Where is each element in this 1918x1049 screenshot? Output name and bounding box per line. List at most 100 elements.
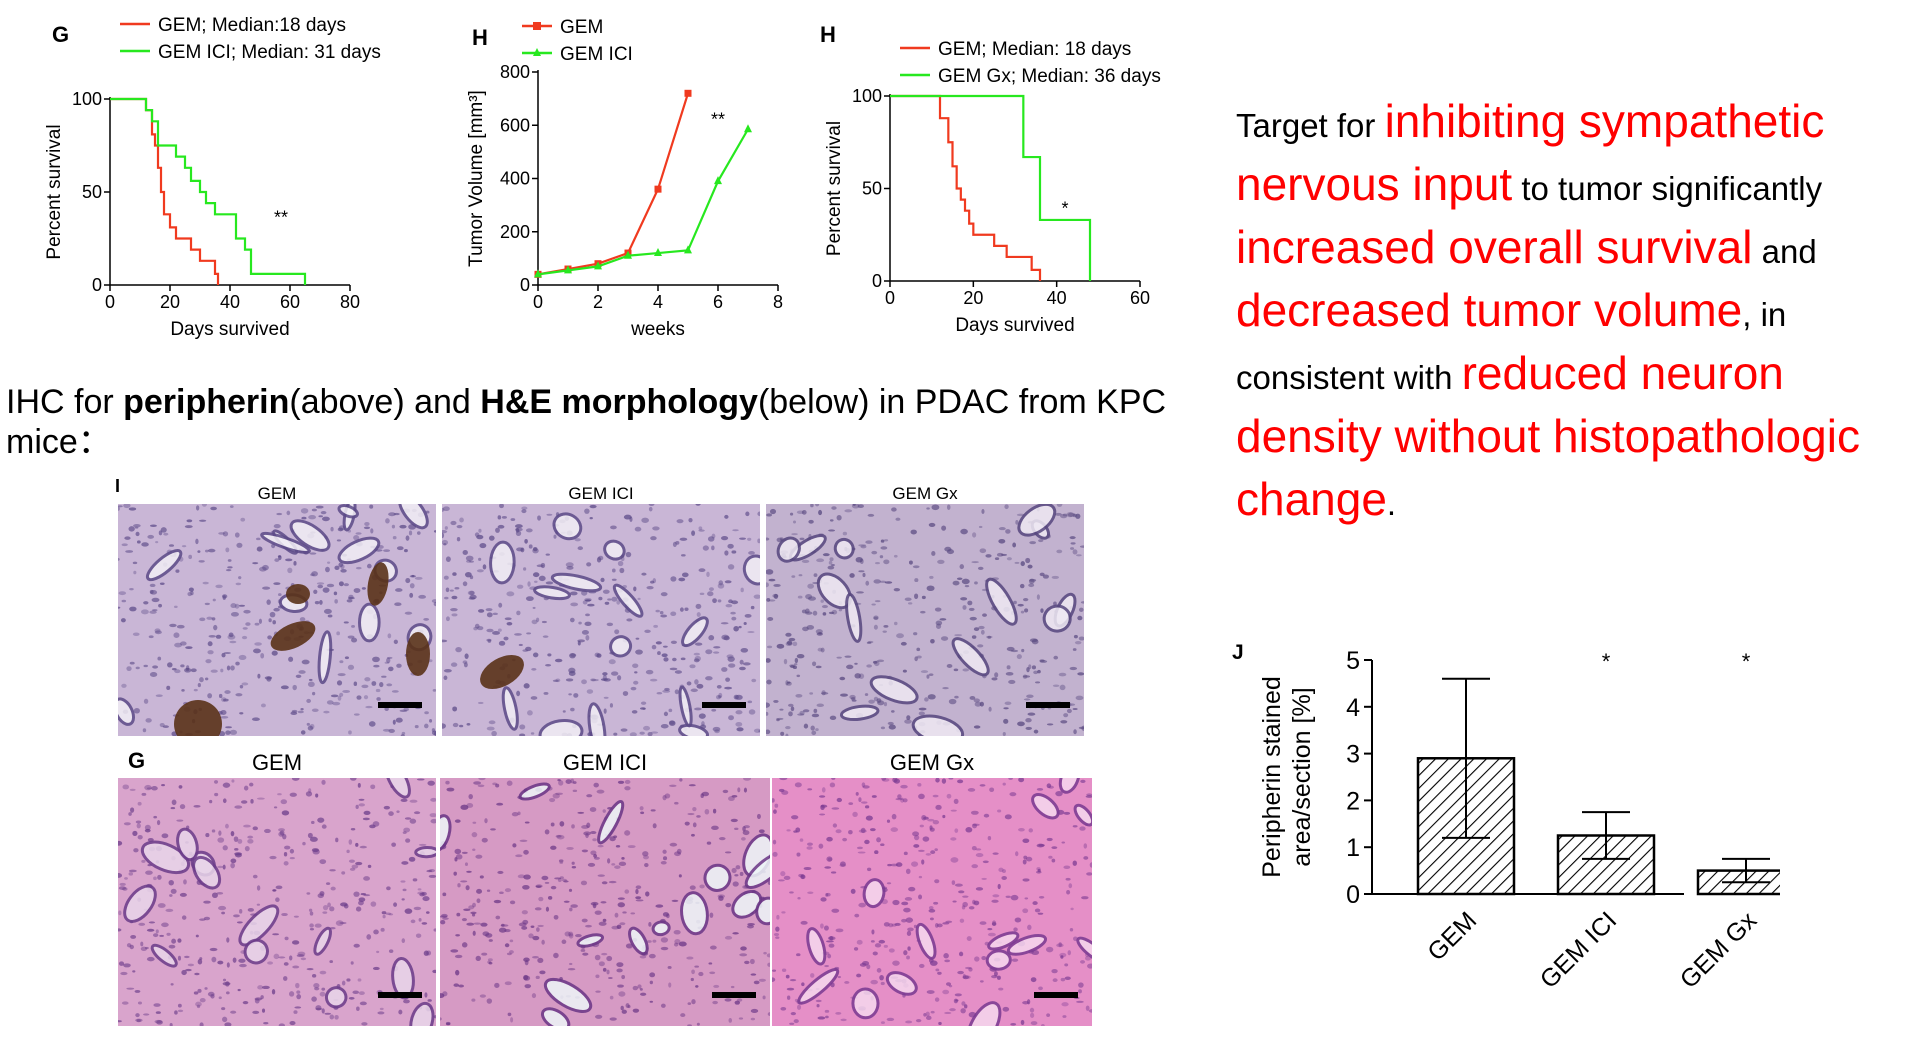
nucleus — [400, 734, 405, 736]
nucleus — [920, 610, 926, 614]
nucleus — [957, 970, 964, 975]
nucleus — [227, 559, 232, 562]
nucleus — [477, 626, 484, 631]
nucleus — [473, 922, 481, 925]
nucleus — [872, 660, 878, 664]
panel-letter: G — [52, 22, 69, 47]
nucleus — [218, 830, 222, 836]
nucleus — [724, 851, 732, 854]
nucleus — [168, 944, 176, 949]
gland — [797, 968, 840, 1005]
nucleus — [546, 513, 553, 516]
gland — [337, 536, 381, 565]
nucleus — [868, 699, 875, 704]
nucleus — [687, 1024, 692, 1026]
nucleus — [530, 732, 535, 735]
nucleus — [877, 659, 885, 663]
nucleus — [561, 939, 567, 945]
nucleus — [799, 838, 804, 842]
nucleus — [347, 664, 355, 670]
nucleus — [769, 508, 777, 515]
nucleus — [359, 845, 367, 849]
nucleus — [490, 828, 496, 831]
nucleus — [211, 829, 216, 833]
nucleus — [996, 552, 1004, 557]
nucleus — [809, 692, 814, 695]
nucleus — [504, 943, 510, 948]
nucleus — [181, 969, 187, 976]
gland — [409, 1001, 435, 1026]
nucleus — [481, 837, 488, 843]
nucleus — [766, 597, 771, 602]
nucleus — [367, 864, 372, 868]
nucleus — [355, 804, 359, 810]
nucleus — [724, 514, 729, 519]
nucleus — [544, 881, 550, 884]
nucleus — [830, 871, 837, 874]
nucleus — [241, 635, 248, 640]
nucleus — [810, 725, 815, 731]
nucleus — [478, 778, 486, 781]
nucleus — [813, 708, 818, 714]
nucleus — [306, 722, 310, 726]
x-tick-label: 0 — [885, 288, 895, 308]
nucleus — [118, 591, 127, 596]
y-tick-label: 200 — [500, 222, 530, 242]
nucleus — [1079, 545, 1084, 548]
nucleus — [423, 950, 429, 956]
nucleus — [693, 652, 700, 656]
nucleus — [1030, 1021, 1038, 1026]
nucleus — [1004, 504, 1009, 510]
nucleus — [1066, 890, 1071, 895]
nucleus — [709, 912, 714, 918]
nucleus — [902, 669, 907, 673]
nucleus — [313, 983, 320, 989]
nucleus — [242, 627, 248, 630]
scale-bar — [712, 992, 756, 998]
nucleus — [905, 1020, 913, 1024]
nucleus — [1036, 787, 1044, 791]
nucleus — [223, 651, 231, 655]
nucleus — [779, 708, 784, 711]
gland — [243, 938, 269, 965]
nucleus — [477, 784, 485, 788]
nucleus — [149, 524, 157, 528]
nucleus — [498, 927, 507, 933]
nucleus — [692, 807, 697, 812]
nucleus — [709, 587, 714, 592]
nucleus — [718, 695, 722, 699]
ihc-label-gem-gx: GEM Gx — [892, 484, 958, 503]
nucleus — [696, 1022, 700, 1026]
nucleus — [866, 664, 872, 668]
gland — [140, 840, 191, 875]
gland — [337, 504, 359, 519]
nucleus — [800, 920, 808, 925]
nucleus — [257, 985, 264, 990]
nucleus — [262, 586, 271, 590]
nucleus — [750, 973, 757, 976]
nucleus — [824, 866, 832, 869]
nucleus — [1051, 846, 1058, 850]
nucleus — [893, 554, 898, 558]
nucleus — [402, 831, 407, 835]
nucleus — [545, 553, 550, 556]
nucleus — [497, 524, 505, 529]
nucleus — [742, 826, 746, 832]
nucleus — [647, 732, 653, 736]
nucleus — [307, 832, 313, 839]
x-tick-label: 8 — [773, 292, 783, 312]
nucleus — [660, 614, 668, 618]
nucleus — [136, 1019, 141, 1023]
nucleus — [818, 843, 824, 849]
nucleus — [722, 789, 729, 794]
nucleus — [728, 663, 736, 668]
nucleus — [433, 530, 436, 533]
x-tick-label: 40 — [220, 292, 240, 312]
nucleus — [874, 850, 879, 855]
nucleus — [967, 600, 973, 606]
nucleus — [955, 999, 959, 1002]
nucleus — [314, 987, 320, 991]
nucleus — [988, 706, 992, 712]
nucleus — [1056, 549, 1063, 554]
nucleus — [355, 532, 362, 535]
